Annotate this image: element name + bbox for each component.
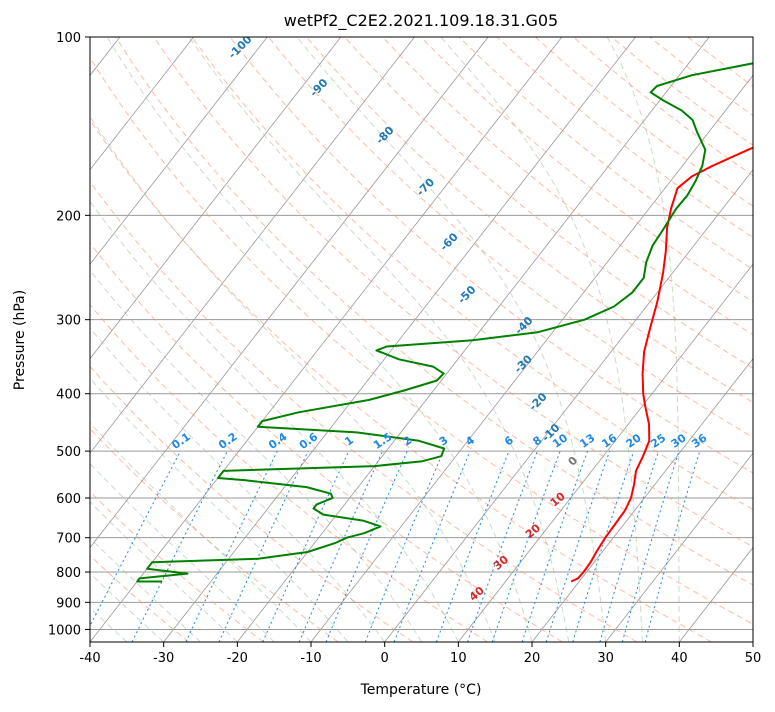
mixing-ratio-label: 6 — [502, 433, 516, 448]
dry-adiabat-line — [306, 37, 775, 642]
mixing-ratio-label: 0.1 — [169, 430, 192, 452]
y-tick-label: 200 — [56, 209, 81, 224]
moist-adiabat-label: -70 — [414, 175, 437, 198]
x-axis-label: Temperature (°C) — [360, 682, 482, 698]
moist-adiabat-label: -90 — [307, 76, 330, 99]
x-tick-label: -10 — [300, 651, 321, 666]
isotherm-line — [385, 37, 775, 642]
dry-adiabat-line — [1, 37, 637, 642]
dry-adiabat-line — [535, 37, 775, 642]
x-tick-label: 0 — [381, 651, 389, 666]
isotherm-line — [0, 37, 341, 642]
mixing-ratio-label: 2 — [401, 434, 415, 449]
mixing-ratio-line — [132, 451, 227, 642]
mixing-ratio-line — [436, 451, 509, 642]
mixing-ratio-line — [263, 451, 349, 642]
y-tick-label: 600 — [56, 492, 81, 507]
mixing-ratio-label: 4 — [463, 433, 477, 448]
dry-adiabat-line — [154, 37, 775, 642]
mixing-ratio-line — [492, 451, 560, 642]
mixing-ratio-line — [573, 451, 634, 642]
temperature-profile-line — [571, 37, 775, 582]
x-tick-label: 10 — [450, 651, 467, 666]
mixing-ratio-line — [645, 451, 700, 642]
mixing-ratio-label: 25 — [648, 431, 668, 450]
x-tick-label: -20 — [227, 651, 248, 666]
x-tick-label: 20 — [524, 651, 541, 666]
moist-adiabat-line — [189, 37, 569, 642]
mixing-ratio-label: 36 — [689, 431, 709, 451]
y-tick-label: 400 — [56, 388, 81, 403]
moist-adiabat-label: 0 — [566, 454, 581, 469]
moist-adiabat-line — [0, 37, 385, 642]
mixing-ratio-line — [365, 451, 443, 642]
isotherm-line — [532, 37, 775, 642]
y-tick-label: 100 — [56, 31, 81, 46]
isotherm-line — [753, 37, 775, 642]
isotherm-line — [16, 37, 488, 642]
mixing-ratio-label: 16 — [599, 431, 619, 451]
isotherm-line — [606, 37, 775, 642]
dry-adiabat-label: 40 — [467, 584, 487, 604]
dry-adiabat-line — [77, 37, 775, 642]
mixing-ratio-line — [600, 451, 659, 642]
y-tick-label: 300 — [56, 314, 81, 329]
mixing-ratio-label: 1 — [342, 434, 356, 449]
y-axis-label: Pressure (hPa) — [12, 290, 28, 390]
dry-adiabat-line — [0, 37, 264, 642]
y-tick-label: 900 — [56, 596, 81, 611]
dry-adiabat-line — [345, 37, 775, 642]
dry-adiabat-label: 20 — [523, 521, 543, 541]
mixing-ratio-label: 13 — [577, 431, 597, 450]
x-tick-label: 40 — [671, 651, 688, 666]
moist-adiabat-label: -80 — [373, 124, 396, 147]
dry-adiabat-label: 30 — [491, 553, 511, 573]
dry-adiabat-line — [688, 37, 775, 642]
dry-adiabat-line — [573, 37, 775, 642]
moist-adiabat-label: -60 — [438, 230, 461, 253]
dry-adiabat-line — [0, 37, 488, 642]
mixing-ratio-label: 0.4 — [266, 430, 290, 452]
x-tick-label: -40 — [79, 651, 100, 666]
dry-adiabat-line — [497, 37, 775, 642]
y-tick-label: 800 — [56, 566, 81, 581]
moist-adiabat-line — [107, 37, 532, 642]
mixing-ratio-line — [326, 451, 407, 642]
isotherm-line — [164, 37, 636, 642]
y-tick-label: 500 — [56, 445, 81, 460]
mixing-ratio-label: 30 — [669, 431, 689, 451]
plot-frame — [90, 37, 753, 642]
mixing-ratio-label: 20 — [624, 431, 644, 451]
dry-adiabat-label: 10 — [548, 489, 568, 509]
mixing-ratio-line — [622, 451, 679, 642]
y-tick-label: 1000 — [48, 623, 81, 638]
profiles — [137, 37, 775, 582]
x-tick-label: 30 — [597, 651, 614, 666]
moist-adiabat-line — [43, 37, 495, 642]
moist-adiabat-label: -50 — [455, 283, 478, 306]
x-tick-label: -30 — [153, 651, 174, 666]
moist-adiabat-line — [0, 37, 237, 642]
y-tick-label: 700 — [56, 532, 81, 547]
isotherm-line — [311, 37, 775, 642]
dry-adiabat-line — [383, 37, 775, 642]
x-tick-label: 50 — [745, 651, 762, 666]
chart-title: wetPf2_C2E2.2021.109.18.31.G05 — [284, 11, 558, 31]
mixing-ratio-label: 0.2 — [216, 430, 239, 452]
dewpoint-profile-line — [137, 37, 775, 582]
